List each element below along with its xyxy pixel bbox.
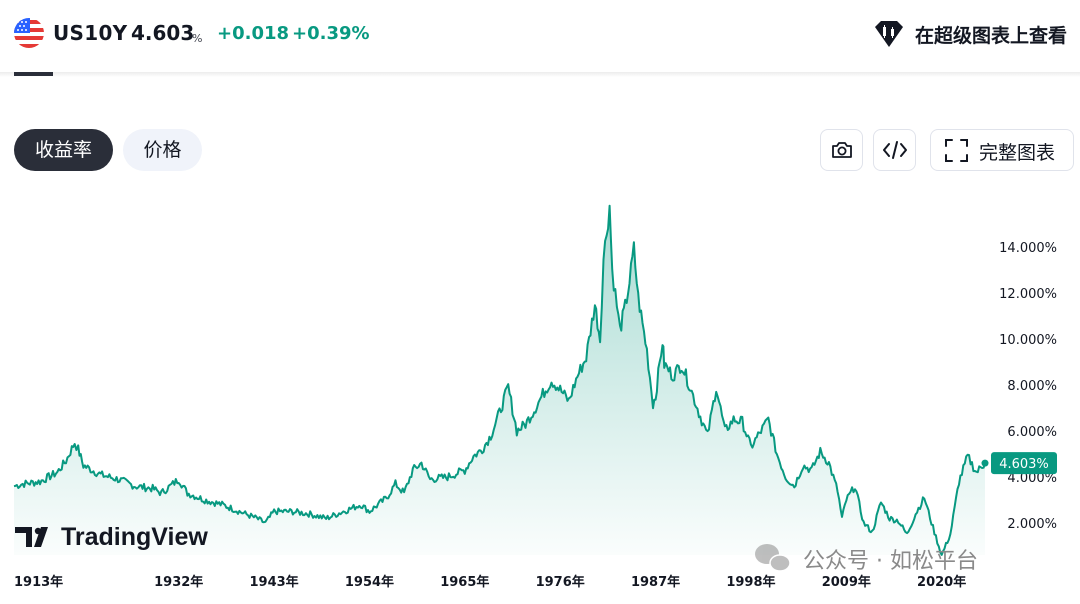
active-tab-indicator [14,72,53,76]
y-tick-label: 6.000% [1007,425,1057,440]
tradingview-watermark: TradingView [15,523,208,551]
yield-chart[interactable]: 2.000% 4.000% 6.000% 8.000% 10.000% 12.000% 14… [0,190,1080,604]
wechat-watermark: 公众号 · 如松平台 [755,544,978,574]
supercharts-icon[interactable] [873,19,905,49]
x-tick-label: 1943年 [249,574,298,590]
y-tick-label: 14.000% [999,241,1057,256]
y-tick-label: 12.000% [999,287,1057,302]
tradingview-logo-text: TradingView [61,523,208,551]
y-tick-label: 10.000% [999,333,1057,348]
symbol-header: US10Y 4.603 % +0.018 +0.39% 在超级图表上查看 [0,0,1080,72]
x-tick-label: 2009年 [822,574,871,590]
x-tick-label: 2020年 [917,574,966,590]
x-tick-label: 1998年 [726,574,775,590]
y-tick-label: 8.000% [1007,379,1057,394]
y-axis: 2.000% 4.000% 6.000% 8.000% 10.000% 12.000% 14… [999,241,1057,532]
y-tick-label: 2.000% [1007,517,1057,532]
yield-area-fill [14,205,985,555]
last-price: 4.603 [131,21,195,45]
yield-series-line [13,204,986,556]
tab-price[interactable]: 价格 [123,129,202,171]
x-tick-label: 1987年 [631,574,680,590]
x-axis: 1913年 1932年 1943年 1954年 1965年 1976年 1987年 1998年… [14,574,966,590]
x-tick-label: 1965年 [440,574,489,590]
price-change-percent: +0.39% [292,23,370,44]
y-tick-label: 4.000% [1007,471,1057,486]
wechat-icon [755,544,791,572]
embed-button[interactable] [873,129,916,171]
tab-yield[interactable]: 收益率 [14,129,113,171]
code-embed-icon [883,141,907,159]
price-change: +0.018 [217,23,290,44]
x-tick-label: 1932年 [154,574,203,590]
symbol-name: US10Y [53,21,128,45]
last-value-label: 4.603% [999,457,1049,472]
x-tick-label: 1976年 [536,574,585,590]
full-chart-label: 完整图表 [979,142,1056,164]
last-value-marker: 4.603% [981,452,1057,475]
screenshot-button[interactable] [820,129,863,171]
wechat-watermark-text: 公众号 · 如松平台 [803,549,978,574]
last-value-badge [991,452,1057,475]
x-tick-label: 1954年 [345,574,394,590]
price-unit: % [192,32,203,45]
last-value-dot [981,459,989,467]
full-chart-button[interactable]: 完整图表 [930,129,1074,171]
x-tick-label: 1913年 [14,574,63,590]
fullscreen-icon [945,139,968,162]
us-flag-icon [14,18,44,48]
header-divider [0,72,1080,77]
open-supercharts-link[interactable]: 在超级图表上查看 [915,25,1068,47]
camera-icon [832,142,852,158]
